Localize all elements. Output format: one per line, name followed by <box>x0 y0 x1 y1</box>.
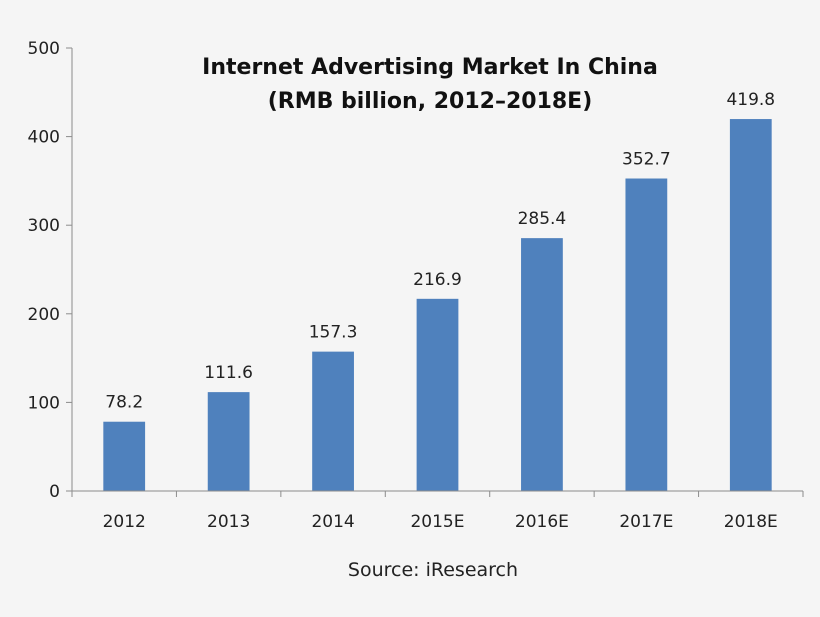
data-label-2012: 78.2 <box>105 393 143 413</box>
chart-title: Internet Advertising Market In China <box>202 55 658 80</box>
x-tick-label-2013: 2013 <box>207 512 250 532</box>
y-tick-label: 500 <box>28 39 60 59</box>
bars <box>103 119 772 492</box>
bar-2013 <box>207 392 250 491</box>
data-label-2018E: 419.8 <box>726 90 775 110</box>
bar-2018E <box>729 119 772 492</box>
y-tick-label: 100 <box>28 393 60 413</box>
data-label-2017E: 352.7 <box>622 150 671 170</box>
x-tick-label-2017E: 2017E <box>619 512 673 532</box>
x-tick-label-2012: 2012 <box>103 512 146 532</box>
y-tick-label: 400 <box>28 128 60 148</box>
x-tick-label-2016E: 2016E <box>515 512 569 532</box>
data-label-2015E: 216.9 <box>413 270 462 290</box>
bar-2017E <box>625 178 668 491</box>
data-labels: 78.2 111.6 157.3 216.9 285.4 352.7 419.8 <box>105 90 775 413</box>
data-label-2013: 111.6 <box>204 363 253 383</box>
y-tick-label: 0 <box>49 482 60 502</box>
data-label-2014: 157.3 <box>309 323 358 343</box>
y-tick-label: 300 <box>28 216 60 236</box>
bar-2014 <box>312 351 354 491</box>
x-tick-label-2015E: 2015E <box>410 512 464 532</box>
chart-subtitle: (RMB billion, 2012–2018E) <box>268 89 593 114</box>
bar-2012 <box>103 421 146 491</box>
x-tick-label-2018E: 2018E <box>724 512 778 532</box>
x-axis-ticks: 2012 2013 2014 2015E 2016E 2017E 2018E <box>71 491 804 532</box>
source-note: Source: iResearch <box>348 559 518 581</box>
data-label-2016E: 285.4 <box>518 209 567 229</box>
bar-2016E <box>521 238 563 491</box>
y-tick-label: 200 <box>28 305 60 325</box>
x-tick-label-2014: 2014 <box>311 512 354 532</box>
y-axis-ticks: 0 100 200 300 400 500 <box>28 39 72 502</box>
bar-2015E <box>416 298 459 491</box>
